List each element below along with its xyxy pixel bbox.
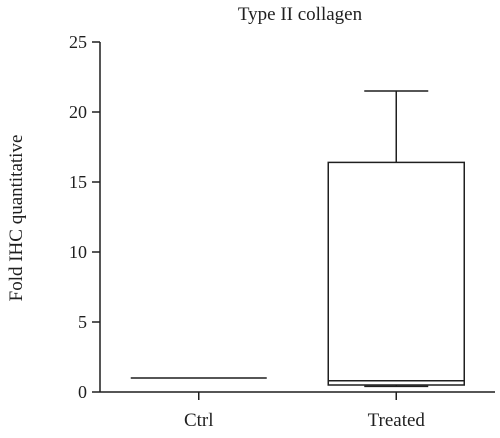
x-tick-label: Ctrl	[184, 410, 214, 431]
x-axis-ticks: Ctrl Treated	[184, 392, 425, 431]
box-treated	[327, 90, 465, 388]
y-axis-label: Fold IHC quantitative	[6, 135, 27, 302]
y-tick-label: 5	[78, 312, 87, 332]
chart-title: Type II collagen	[238, 4, 363, 25]
y-axis-ticks: 0 5 10 15 20 25	[69, 32, 100, 402]
y-tick-label: 20	[69, 102, 87, 122]
y-tick-label: 25	[69, 32, 87, 52]
y-tick-label: 10	[69, 242, 87, 262]
axes	[99, 42, 495, 393]
x-tick-label: Treated	[368, 410, 426, 431]
y-tick-label: 0	[78, 382, 87, 402]
box-body	[327, 161, 465, 386]
box-series	[130, 90, 465, 388]
y-tick-label: 15	[69, 172, 87, 192]
